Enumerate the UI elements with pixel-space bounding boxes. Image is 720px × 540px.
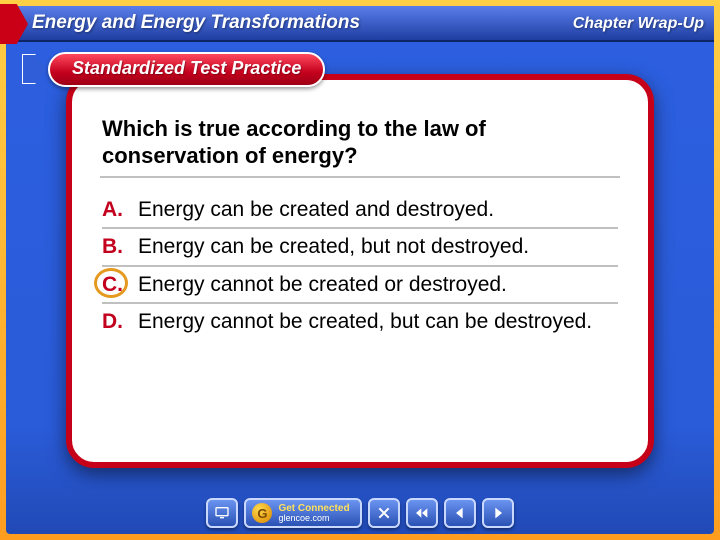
answer-option-c[interactable]: C. Energy cannot be created or destroyed… — [102, 267, 618, 305]
screen-button[interactable] — [206, 498, 238, 528]
prev-button[interactable] — [444, 498, 476, 528]
answer-letter: B. — [102, 234, 138, 260]
answer-text: Energy can be created and destroyed. — [138, 197, 618, 223]
chapter-header: Energy and Energy Transformations Chapte… — [6, 6, 714, 42]
pill-label: Standardized Test Practice — [48, 52, 325, 87]
divider — [100, 176, 620, 178]
prev-icon — [452, 505, 468, 521]
connect-top-text: Get Connected — [278, 504, 349, 514]
answer-letter: A. — [102, 197, 138, 223]
chapter-wrap-label: Chapter Wrap-Up — [573, 6, 704, 42]
answer-text: Energy cannot be created or destroyed. — [138, 272, 618, 298]
close-button[interactable] — [368, 498, 400, 528]
slide-frame: Energy and Energy Transformations Chapte… — [0, 0, 720, 540]
answer-text: Energy cannot be created, but can be des… — [138, 309, 618, 335]
answer-option-b[interactable]: B. Energy can be created, but not destro… — [102, 229, 618, 267]
rewind-icon — [414, 505, 430, 521]
first-button[interactable] — [406, 498, 438, 528]
header-chevron-icon — [0, 4, 28, 44]
get-connected-button[interactable]: G Get Connected glencoe.com — [244, 498, 361, 528]
connect-bottom-text: glencoe.com — [278, 514, 349, 523]
globe-icon: G — [252, 503, 272, 523]
answer-option-d[interactable]: D. Energy cannot be created, but can be … — [102, 304, 618, 340]
answer-option-a[interactable]: A. Energy can be created and destroyed. — [102, 192, 618, 230]
chapter-title: Energy and Energy Transformations — [32, 12, 360, 34]
answer-letter: D. — [102, 309, 138, 335]
answer-letter: C. — [102, 272, 138, 298]
section-pill: Standardized Test Practice — [48, 52, 325, 87]
question-card: Which is true according to the law of co… — [66, 74, 654, 468]
selection-ring-icon — [94, 268, 128, 298]
pill-chevron-icon — [22, 54, 46, 84]
close-icon — [376, 505, 392, 521]
slide-body: Energy and Energy Transformations Chapte… — [6, 6, 714, 534]
next-icon — [490, 505, 506, 521]
answer-text: Energy can be created, but not destroyed… — [138, 234, 618, 260]
connect-label: Get Connected glencoe.com — [278, 504, 349, 523]
question-prompt: Which is true according to the law of co… — [102, 116, 618, 170]
monitor-icon — [214, 505, 230, 521]
footer-nav: G Get Connected glencoe.com — [6, 498, 714, 528]
next-button[interactable] — [482, 498, 514, 528]
